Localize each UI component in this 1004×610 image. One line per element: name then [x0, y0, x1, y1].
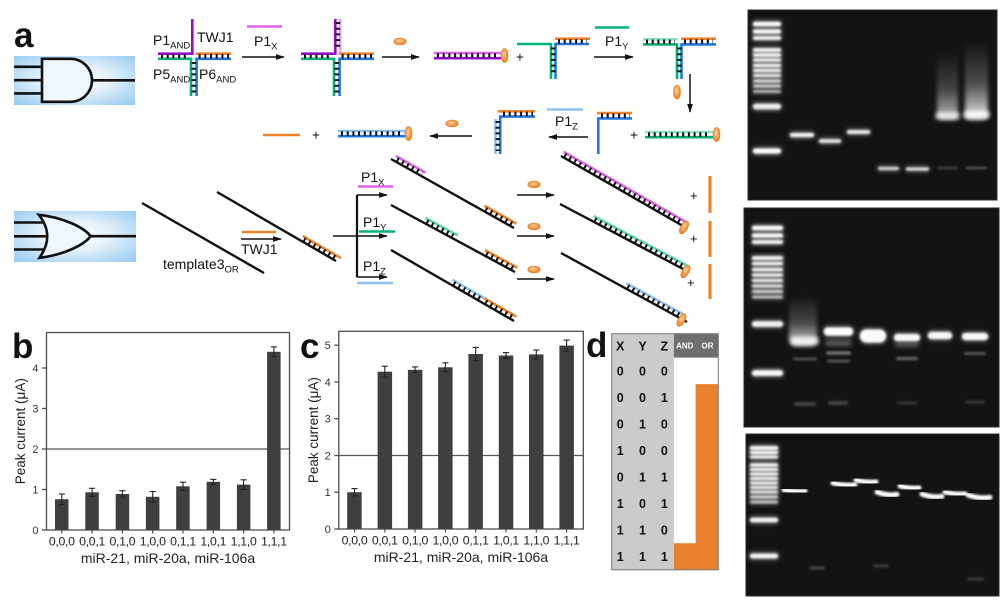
svg-text:d: d [586, 326, 607, 365]
svg-text:1: 1 [661, 391, 668, 405]
svg-text:1: 1 [661, 550, 668, 564]
svg-text:1,1,1: 1,1,1 [261, 535, 287, 549]
svg-text:1: 1 [639, 524, 646, 538]
svg-text:2: 2 [325, 451, 331, 463]
svg-text:P1Y: P1Y [605, 33, 629, 53]
svg-text:OR: OR [702, 342, 714, 351]
svg-text:template3OR: template3OR [163, 256, 239, 276]
svg-text:a: a [14, 16, 34, 55]
svg-text:0: 0 [32, 525, 38, 537]
svg-text:0: 0 [639, 444, 646, 458]
svg-text:0: 0 [661, 524, 668, 538]
svg-text:0: 0 [661, 364, 668, 378]
svg-text:+: + [516, 50, 524, 65]
svg-text:4: 4 [325, 377, 331, 389]
svg-text:0,1,0: 0,1,0 [109, 535, 135, 549]
svg-text:1: 1 [661, 471, 668, 485]
svg-text:0: 0 [661, 417, 668, 431]
svg-text:P1Z: P1Z [555, 113, 578, 133]
svg-text:Z: Z [660, 340, 668, 354]
svg-text:1: 1 [639, 417, 646, 431]
svg-text:0,0,0: 0,0,0 [49, 535, 75, 549]
svg-text:0: 0 [639, 497, 646, 511]
svg-text:AND: AND [676, 342, 694, 351]
svg-text:1: 1 [639, 471, 646, 485]
svg-text:0: 0 [617, 391, 624, 405]
svg-text:1,1,1: 1,1,1 [554, 534, 580, 548]
svg-text:1,1,0: 1,1,0 [523, 534, 549, 548]
svg-text:P6AND: P6AND [199, 66, 236, 86]
svg-text:0,0,0: 0,0,0 [342, 534, 368, 548]
svg-text:TWJ1: TWJ1 [241, 241, 278, 257]
svg-text:0,0,1: 0,0,1 [372, 534, 398, 548]
svg-text:c: c [300, 327, 319, 366]
svg-text:0,1,1: 0,1,1 [170, 535, 196, 549]
svg-text:0: 0 [617, 471, 624, 485]
svg-text:+: + [630, 128, 638, 143]
svg-text:0: 0 [639, 364, 646, 378]
svg-text:1: 1 [617, 524, 624, 538]
svg-text:1: 1 [639, 550, 646, 564]
svg-text:0: 0 [617, 417, 624, 431]
svg-text:5: 5 [325, 340, 331, 352]
svg-text:P5AND: P5AND [153, 66, 190, 86]
svg-text:Peak current (μA): Peak current (μA) [13, 378, 28, 484]
svg-text:0,1,0: 0,1,0 [402, 534, 428, 548]
svg-text:1,0,1: 1,0,1 [200, 535, 226, 549]
svg-text:1: 1 [325, 487, 331, 499]
svg-text:4: 4 [32, 363, 38, 375]
svg-text:1,0,0: 1,0,0 [432, 534, 458, 548]
svg-text:miR-21, miR-20a, miR-106a: miR-21, miR-20a, miR-106a [81, 550, 255, 566]
svg-text:P1X: P1X [254, 33, 278, 53]
svg-text:0: 0 [325, 524, 331, 536]
svg-text:+: + [312, 128, 320, 143]
svg-text:0: 0 [617, 364, 624, 378]
svg-text:Peak current (μA): Peak current (μA) [306, 377, 321, 483]
svg-text:miR-21, miR-20a, miR-106a: miR-21, miR-20a, miR-106a [374, 549, 548, 565]
svg-text:P1Z: P1Z [363, 258, 386, 278]
svg-text:1: 1 [617, 444, 624, 458]
svg-text:3: 3 [32, 404, 38, 416]
svg-text:Y: Y [638, 340, 647, 354]
svg-text:TWJ1: TWJ1 [197, 29, 234, 45]
svg-text:X: X [616, 340, 625, 354]
svg-text:1: 1 [32, 485, 38, 497]
svg-text:b: b [12, 327, 33, 366]
svg-text:+: + [687, 275, 695, 290]
svg-text:P1AND: P1AND [153, 32, 190, 52]
svg-text:1: 1 [617, 497, 624, 511]
svg-text:0,1,1: 0,1,1 [463, 534, 489, 548]
svg-text:+: + [690, 231, 698, 246]
svg-text:+: + [690, 188, 698, 203]
svg-text:1: 1 [617, 550, 624, 564]
svg-text:2: 2 [32, 444, 38, 456]
svg-text:1,0,0: 1,0,0 [140, 535, 166, 549]
svg-text:0: 0 [661, 444, 668, 458]
svg-text:1: 1 [661, 497, 668, 511]
svg-text:0,0,1: 0,0,1 [79, 535, 105, 549]
svg-text:3: 3 [325, 414, 331, 426]
svg-text:0: 0 [639, 391, 646, 405]
svg-text:1,0,1: 1,0,1 [493, 534, 519, 548]
svg-text:1,1,0: 1,1,0 [231, 535, 257, 549]
